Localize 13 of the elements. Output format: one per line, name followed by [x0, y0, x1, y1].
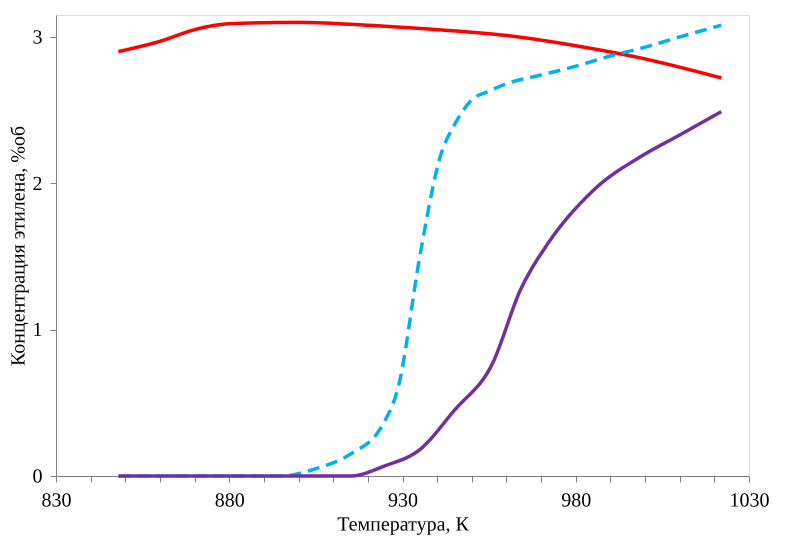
x-tick-label: 980 — [561, 490, 592, 512]
y-tick-label: 2 — [32, 172, 42, 195]
x-tick-label: 830 — [42, 490, 72, 512]
x-tick-label: 880 — [214, 490, 245, 512]
x-axis-title: Температура, К — [337, 514, 470, 536]
y-tick-label: 1 — [32, 319, 42, 342]
line-series — [116, 20, 724, 80]
y-tick-label: 0 — [32, 466, 42, 488]
x-tick-label: 1030 — [730, 490, 770, 512]
x-tick-label: 930 — [388, 490, 418, 512]
y-tick-label: 3 — [32, 26, 42, 48]
y-axis-title: Концентрация этилена, %об — [8, 126, 30, 366]
line-series — [116, 110, 724, 478]
